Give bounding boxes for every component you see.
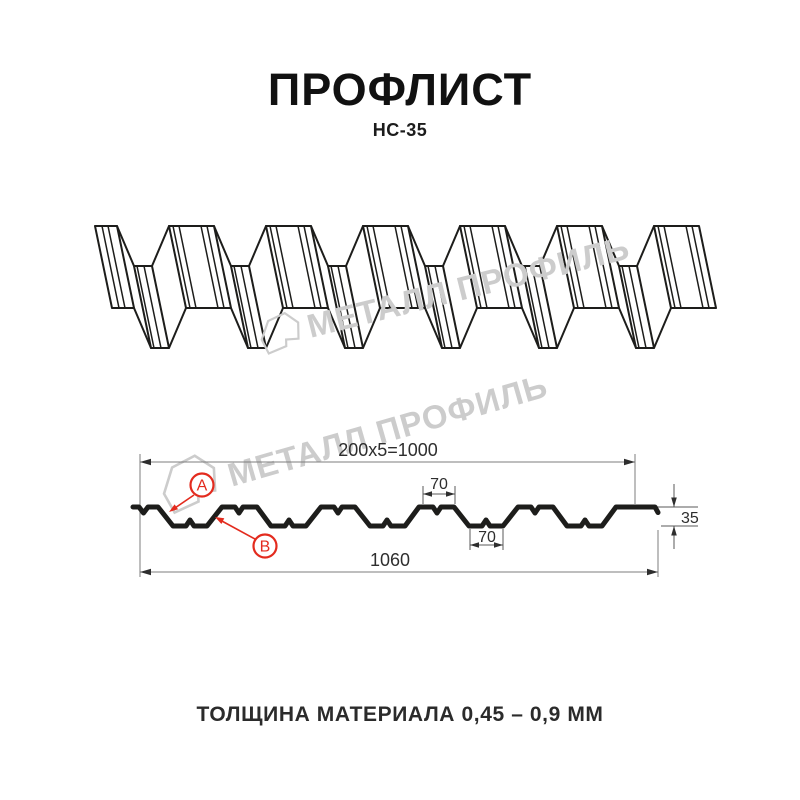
brand-logo-icon [162, 454, 217, 515]
stiffener-rib-line [394, 225, 413, 309]
stiffener-rib-line [275, 225, 294, 309]
dim-label-overall: 1060 [370, 550, 410, 570]
header: ПРОФЛИСТ НС-35 [0, 66, 800, 141]
stiffener-rib-line [628, 265, 647, 349]
watermark-text: МЕТАЛЛ ПРОФИЛЬ [223, 367, 551, 494]
stiffener-rib-line [497, 225, 516, 309]
cross-section-view: МЕТАЛЛ ПРОФИЛЬ 200x5=1000 70 [130, 367, 699, 577]
fold-edge-line [327, 265, 346, 349]
callout-a-label: A [197, 478, 208, 495]
fold-edge-line [618, 265, 637, 349]
fold-edge-line [521, 265, 540, 349]
profile-outline [130, 504, 661, 529]
page-title: ПРОФЛИСТ [267, 64, 533, 115]
dimension-height: 35 [640, 484, 699, 549]
fold-edge-line [636, 265, 655, 349]
dim-label-coverage: 200x5=1000 [338, 440, 438, 460]
stiffener-rib-line [469, 225, 488, 309]
dimension-rib-top: 70 [422, 476, 456, 504]
brand-logo-icon [260, 311, 300, 355]
stiffener-rib-line [233, 265, 252, 349]
dim-label-height: 35 [681, 510, 699, 527]
fold-edge-line [151, 265, 170, 349]
fold-edge-line [442, 265, 461, 349]
fold-edge-line [133, 265, 152, 349]
stiffener-rib-line [594, 225, 613, 309]
stiffener-rib-line [685, 225, 704, 309]
fold-edge-line [116, 225, 135, 309]
callout-a: A [169, 472, 215, 512]
dimension-coverage-width: 200x5=1000 [140, 440, 635, 466]
dim-label-rib-top: 70 [430, 476, 448, 493]
stiffener-rib-line [143, 265, 162, 349]
fold-edge-line [407, 225, 426, 309]
fold-edge-line [213, 225, 232, 309]
stiffener-rib-line [136, 265, 155, 349]
fold-edge-line [556, 225, 575, 309]
fold-edge-line [230, 265, 249, 349]
stiffener-rib-line [427, 265, 446, 349]
stiffener-rib-line [621, 265, 640, 349]
stiffener-rib-line [588, 225, 607, 309]
fold-edge-line [362, 225, 381, 309]
stiffener-rib-line [566, 225, 585, 309]
stiffener-rib-line [206, 225, 225, 309]
stiffener-rib-line [269, 225, 288, 309]
callout-b-circle [252, 533, 278, 559]
thickness-note: ТОЛЩИНА МАТЕРИАЛА 0,45 – 0,9 ММ [196, 703, 604, 726]
stiffener-rib-line [330, 265, 349, 349]
dimension-rib-bottom: 70 [469, 529, 504, 550]
stiffener-rib-line [200, 225, 219, 309]
stiffener-rib-line [172, 225, 191, 309]
fold-edge-line [653, 225, 672, 309]
fold-edge-line [539, 265, 558, 349]
callout-b: B [215, 517, 278, 559]
stiffener-rib-line [240, 265, 259, 349]
stiffener-rib-line [178, 225, 197, 309]
stiffener-rib-line [303, 225, 322, 309]
fold-edge-line [168, 225, 187, 309]
callout-a-circle [189, 472, 215, 498]
stiffener-rib-line [691, 225, 710, 309]
stiffener-rib-line [107, 225, 126, 309]
stiffener-rib-line [531, 265, 550, 349]
stiffener-rib-line [491, 225, 510, 309]
stiffener-rib-line [101, 225, 120, 309]
stiffener-rib-line [463, 225, 482, 309]
profile-code: НС-35 [372, 120, 428, 141]
profile-3d-view [94, 225, 717, 349]
fold-edge-line [345, 265, 364, 349]
fold-edge-line [265, 225, 284, 309]
fold-edge-line [459, 225, 478, 309]
sheet-3d-silhouette [94, 225, 717, 349]
stiffener-rib-line [372, 225, 391, 309]
stiffener-rib-line [400, 225, 419, 309]
stiffener-rib-line [657, 225, 676, 309]
fold-edge-line [310, 225, 329, 309]
callout-b-label: B [260, 539, 271, 556]
stiffener-rib-line [434, 265, 453, 349]
callout-b-arrowhead [215, 517, 225, 524]
dim-label-rib-bottom: 70 [478, 529, 496, 546]
stiffener-rib-line [297, 225, 316, 309]
fold-edge-line [601, 225, 620, 309]
dimension-overall-width: 1060 [140, 550, 658, 576]
stiffener-rib-line [663, 225, 682, 309]
watermark-2: МЕТАЛЛ ПРОФИЛЬ [162, 367, 552, 515]
fold-edge-line [504, 225, 523, 309]
callout-a-arrowhead [169, 504, 178, 512]
stiffener-rib-line [366, 225, 385, 309]
stiffener-rib-line [337, 265, 356, 349]
stiffener-rib-line [524, 265, 543, 349]
fold-edge-line [424, 265, 443, 349]
stiffener-rib-line [560, 225, 579, 309]
